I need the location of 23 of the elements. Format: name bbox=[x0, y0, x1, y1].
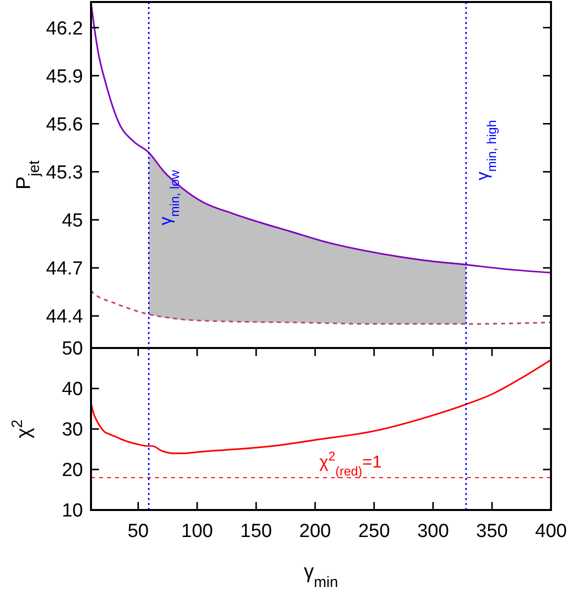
x-tick-label: 350 bbox=[476, 521, 508, 542]
x-tick-label: 250 bbox=[358, 521, 390, 542]
line-series bbox=[91, 290, 551, 325]
x-tick-label: 150 bbox=[240, 521, 272, 542]
x-tick-label: 300 bbox=[417, 521, 449, 542]
y-tick-label: 44.7 bbox=[46, 258, 83, 280]
y-tick-label: 45.9 bbox=[46, 66, 83, 88]
x-tick-label: 400 bbox=[535, 521, 567, 542]
y-tick-label: 40 bbox=[62, 379, 83, 400]
y-tick-label: 10 bbox=[62, 500, 83, 522]
y-tick-label: 46.2 bbox=[46, 18, 83, 40]
annotation: χ$^{2}$$_{(red)}$=1 bbox=[319, 448, 382, 478]
y-tick-label: 44.4 bbox=[46, 306, 84, 328]
y-tick-label: 45 bbox=[62, 210, 83, 232]
x-tick-label: 100 bbox=[181, 521, 214, 542]
x-tick-label: 50 bbox=[128, 521, 149, 542]
y-tick-label: 45.6 bbox=[46, 114, 83, 136]
x-axis-title: γ$_{min}$ bbox=[304, 561, 338, 589]
x-tick-label: 200 bbox=[299, 521, 331, 542]
y-tick-label: 30 bbox=[62, 420, 83, 441]
y-tick-label: 45.3 bbox=[46, 162, 83, 184]
y-tick-label: 20 bbox=[62, 460, 83, 482]
y-tick-label: 50 bbox=[62, 338, 83, 360]
